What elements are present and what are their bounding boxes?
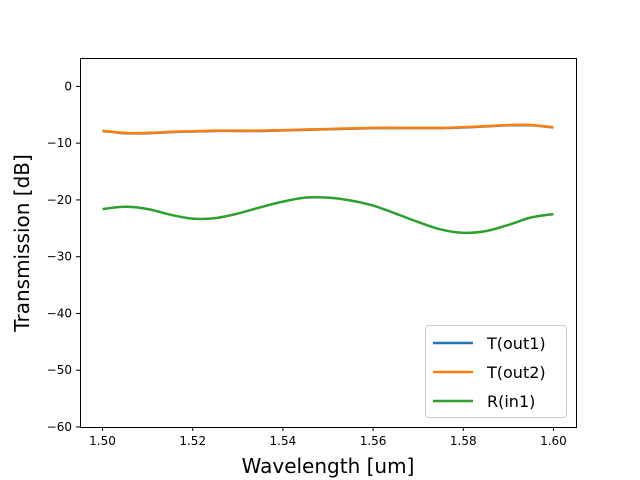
legend-label: T(out2)	[486, 363, 546, 382]
y-tick-label: −60	[47, 420, 72, 434]
x-axis: 1.50 1.52 1.54 1.56 1.58 1.60	[89, 427, 567, 448]
y-tick-label: −20	[47, 193, 72, 207]
axes-frame	[80, 58, 577, 428]
x-tick-label: 1.56	[360, 434, 387, 448]
x-tick-label: 1.58	[450, 434, 477, 448]
plot-lines	[102, 123, 554, 235]
y-tick-label: −10	[47, 136, 72, 150]
y-axis-label: Transmission [dB]	[10, 154, 34, 333]
y-tick-label: 0	[64, 79, 72, 93]
y-tick-label: −40	[47, 306, 72, 320]
legend-label: R(in1)	[487, 392, 535, 411]
y-tick-label: −30	[47, 250, 72, 264]
x-axis-label: Wavelength [um]	[242, 454, 415, 478]
legend-label: T(out1)	[486, 334, 546, 353]
legend-box	[425, 325, 567, 418]
y-tick-label: −50	[47, 363, 72, 377]
y-axis: 0 −10 −20 −30 −40 −50 −60	[47, 79, 80, 434]
x-tick-label: 1.52	[179, 434, 206, 448]
series-line-r-in1	[102, 195, 554, 235]
series-line-t-out2	[102, 123, 554, 135]
x-tick-label: 1.54	[270, 434, 297, 448]
legend: T(out1) T(out2) R(in1)	[425, 325, 567, 418]
x-tick-label: 1.50	[89, 434, 116, 448]
x-tick-label: 1.60	[540, 434, 567, 448]
